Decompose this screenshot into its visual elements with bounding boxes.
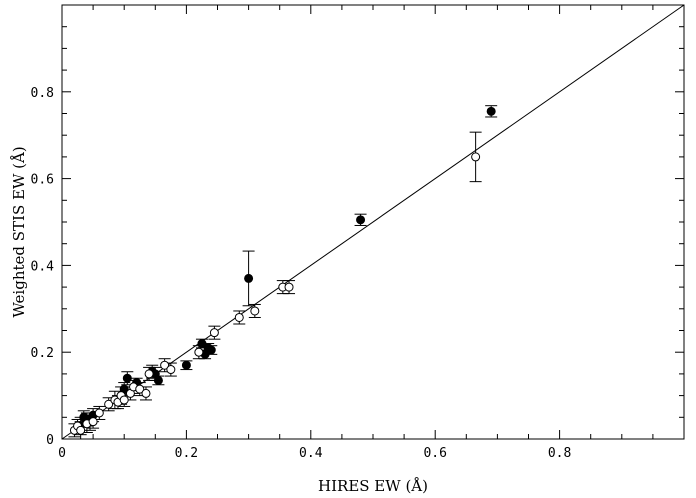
filled-data-point (122, 373, 132, 383)
open-data-point (160, 360, 170, 370)
axis-ticks (61, 4, 685, 440)
open-data-point (135, 384, 145, 394)
x-tick-label: 0 (58, 446, 66, 461)
y-tick-label: 0 (46, 433, 54, 448)
open-data-point (234, 312, 244, 322)
filled-data-point (197, 339, 207, 349)
filled-data-point (153, 375, 163, 385)
open-data-point (144, 369, 154, 379)
data-points (69, 106, 496, 435)
y-tick-label: 0.6 (31, 173, 54, 188)
open-data-point (76, 425, 86, 435)
filled-data-point (486, 106, 496, 116)
x-tick-label: 0.6 (423, 446, 446, 461)
open-data-point (284, 282, 294, 292)
x-tick-labels: 0 0.2 0.4 0.6 0.8 (58, 446, 571, 461)
open-data-point (209, 328, 219, 338)
filled-data-point (181, 360, 191, 370)
open-data-point (119, 395, 129, 405)
y-tick-label: 0.2 (31, 346, 54, 361)
filled-data-point (244, 273, 254, 283)
open-data-point (141, 388, 151, 398)
open-data-point (94, 408, 104, 418)
x-tick-label: 0.2 (175, 446, 198, 461)
y-tick-label: 0.8 (31, 86, 54, 101)
open-data-point (104, 399, 114, 409)
open-data-point (194, 347, 204, 357)
open-data-point (471, 152, 481, 162)
open-data-point (166, 365, 176, 375)
filled-data-point (206, 345, 216, 355)
x-tick-label: 0.8 (548, 446, 571, 461)
open-data-point (250, 306, 260, 316)
x-tick-label: 0.4 (299, 446, 323, 461)
open-data-point (88, 417, 98, 427)
x-axis-title: HIRES EW (Å) (318, 477, 428, 495)
filled-data-point (356, 215, 366, 225)
y-axis-title: Weighted STIS EW (Å) (10, 146, 28, 317)
y-tick-labels: 0 0.2 0.4 0.6 0.8 (31, 86, 55, 448)
y-tick-label: 0.4 (31, 259, 55, 274)
